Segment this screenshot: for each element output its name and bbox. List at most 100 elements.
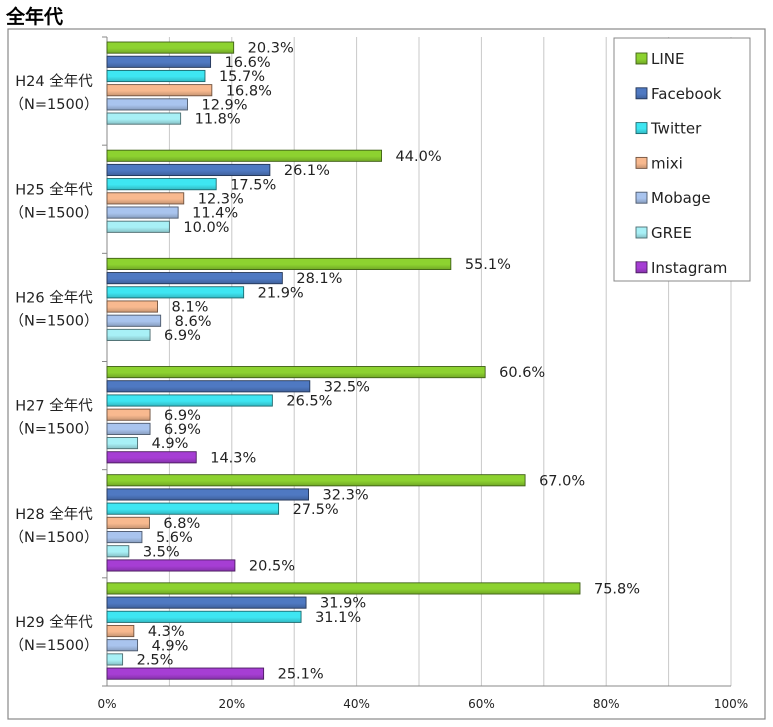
value-label: 6.9% (164, 328, 201, 344)
value-label: 20.5% (249, 559, 295, 575)
bar-twitter (106, 502, 280, 515)
value-label: 67.0% (539, 473, 585, 489)
bar-mobage (106, 422, 151, 435)
category-label: H26 全年代 (15, 288, 93, 306)
category-sublabel: （N=1500） (10, 637, 99, 654)
legend-label: Mobage (651, 189, 711, 207)
value-label: 16.6% (225, 55, 271, 71)
x-tick-label: 0% (97, 697, 116, 711)
value-label: 55.1% (465, 257, 511, 273)
bar-mobage (106, 206, 179, 219)
value-label: 4.3% (148, 624, 185, 640)
category-label: H29 全年代 (15, 613, 93, 631)
legend-swatch-line (635, 52, 648, 65)
value-label: 15.7% (219, 69, 265, 85)
category-sublabel: （N=1500） (10, 529, 99, 546)
value-label: 31.9% (320, 596, 366, 612)
legend-label: Twitter (650, 120, 702, 138)
value-label: 44.0% (396, 149, 442, 165)
value-label: 4.9% (152, 436, 189, 452)
category-label: H27 全年代 (15, 397, 93, 415)
bar-line (106, 582, 581, 595)
value-label: 25.1% (278, 667, 324, 683)
bar-twitter (106, 394, 273, 407)
bar-line (106, 257, 452, 270)
value-label: 28.1% (296, 271, 342, 287)
value-label: 75.8% (594, 582, 640, 598)
value-label: 17.5% (230, 177, 276, 193)
page-title: 全年代 (6, 6, 64, 28)
value-label: 16.8% (226, 83, 272, 99)
bar-facebook (106, 163, 271, 177)
bar-instagram (106, 559, 236, 572)
bar-mobage (106, 314, 162, 327)
value-label: 8.6% (175, 314, 212, 330)
value-label: 11.8% (195, 112, 241, 128)
bar-gree (106, 653, 124, 666)
bar-line (106, 149, 383, 162)
bar-mobage (106, 639, 139, 652)
value-label: 5.6% (156, 530, 193, 546)
bar-facebook (106, 380, 311, 393)
value-label: 12.3% (198, 191, 244, 207)
bar-facebook (106, 55, 212, 68)
legend-swatch-twitter (635, 122, 648, 135)
bar-gree (106, 328, 151, 341)
bar-mixi (106, 516, 150, 529)
bar-instagram (106, 451, 197, 464)
category-sublabel: （N=1500） (10, 421, 99, 438)
bar-gree (106, 220, 170, 233)
legend-label: mixi (651, 154, 683, 172)
bar-line (106, 41, 235, 54)
legend-label: LINE (651, 50, 684, 68)
bar-mixi (106, 408, 151, 421)
bar-line (106, 366, 486, 379)
value-label: 12.9% (201, 98, 247, 114)
bar-mobage (106, 531, 143, 544)
bar-facebook (106, 488, 310, 501)
value-label: 20.3% (248, 41, 294, 57)
x-tick-label: 60% (468, 697, 495, 711)
legend-label: Instagram (651, 259, 727, 277)
value-label: 31.1% (315, 610, 361, 626)
bar-facebook (106, 596, 307, 609)
category-sublabel: （N=1500） (10, 312, 99, 329)
category-label: H24 全年代 (15, 72, 93, 90)
category-label: H28 全年代 (15, 505, 93, 523)
value-label: 10.0% (183, 220, 229, 236)
value-label: 3.5% (143, 544, 180, 560)
value-label: 26.1% (284, 163, 330, 179)
bar-twitter (106, 178, 217, 191)
value-label: 6.9% (164, 422, 201, 438)
value-label: 4.9% (152, 638, 189, 654)
category-sublabel: （N=1500） (10, 96, 99, 113)
bar-instagram (106, 667, 265, 680)
value-label: 8.1% (172, 300, 209, 316)
value-label: 6.8% (163, 516, 200, 532)
legend-swatch-gree (635, 226, 648, 239)
value-label: 27.5% (293, 502, 339, 518)
legend-label: Facebook (651, 85, 722, 103)
value-label: 32.5% (324, 379, 370, 395)
bar-gree (106, 437, 139, 450)
category-label: H25 全年代 (15, 180, 93, 198)
value-label: 60.6% (499, 365, 545, 381)
bar-mixi (106, 624, 135, 638)
legend-swatch-facebook (635, 87, 648, 100)
bar-gree (106, 545, 130, 558)
legend-swatch-mixi (635, 156, 648, 169)
legend-swatch-instagram (635, 261, 648, 274)
category-sublabel: （N=1500） (10, 204, 99, 221)
bar-mixi (106, 192, 185, 205)
x-tick-label: 80% (593, 697, 620, 711)
value-label: 6.9% (164, 408, 201, 424)
bar-mixi (106, 300, 158, 313)
value-label: 26.5% (286, 394, 332, 410)
value-label: 32.3% (323, 488, 369, 504)
bar-gree (106, 112, 182, 125)
bar-mixi (106, 84, 213, 97)
bar-twitter (106, 286, 245, 299)
bar-facebook (106, 272, 283, 285)
legend-label: GREE (651, 224, 692, 242)
